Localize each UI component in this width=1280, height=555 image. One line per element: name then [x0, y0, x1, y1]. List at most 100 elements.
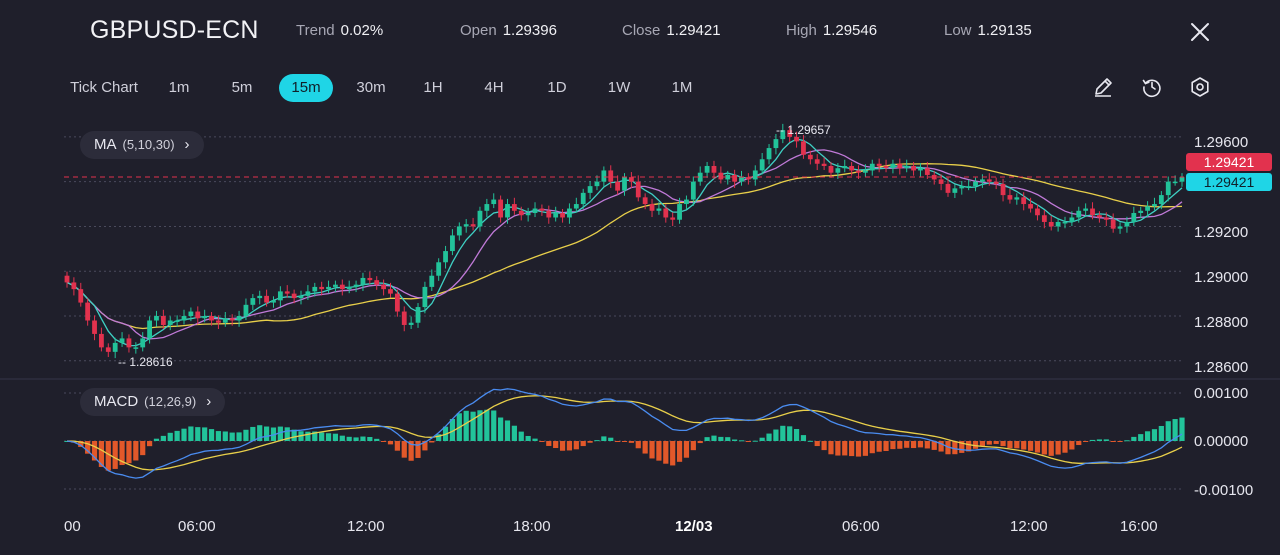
macd-bar [85, 441, 91, 454]
macd-bar [1083, 441, 1089, 442]
close-price-tag: 1.29421 [1186, 153, 1272, 171]
macd-bar [484, 409, 490, 441]
pencil-icon[interactable] [1092, 76, 1114, 98]
candle-body [429, 275, 435, 287]
macd-bar [401, 441, 407, 458]
candle-body [484, 204, 490, 211]
macd-bar [869, 441, 875, 454]
macd-bar [1000, 441, 1006, 447]
candle-body [993, 181, 999, 184]
timeframe-1w[interactable]: 1W [607, 79, 631, 96]
macd-bar [291, 429, 297, 441]
macd-bar [814, 441, 820, 447]
macd-bar [491, 410, 497, 441]
candle-body [257, 295, 263, 299]
macd-bar [270, 427, 277, 441]
candle-body [807, 154, 813, 160]
macd-bar [470, 411, 476, 441]
timeframe-1mo[interactable]: 1M [671, 79, 693, 96]
macd-bar [910, 441, 917, 449]
candle-body [1069, 217, 1075, 222]
candle-body [99, 333, 104, 348]
candle-body [209, 316, 214, 321]
macd-bar [215, 431, 222, 441]
timeframe-4h[interactable]: 4H [484, 79, 504, 96]
macd-bar [449, 418, 456, 441]
candle-body [181, 316, 187, 321]
macd-bar [780, 425, 786, 441]
candle-body [1083, 208, 1089, 211]
macd-bar [229, 432, 235, 441]
macd-bar [904, 441, 910, 448]
candle-body [147, 320, 152, 339]
candle-body [353, 284, 359, 287]
candle-body [1007, 195, 1013, 200]
macd-bar [222, 431, 228, 441]
candle-body [835, 168, 841, 173]
macd-indicator-pill[interactable]: MACD (12,26,9) › [80, 388, 226, 416]
candle-body [1131, 213, 1137, 222]
macd-bar [1027, 441, 1034, 451]
macd-bar [181, 428, 187, 441]
macd-bar [236, 432, 242, 441]
macd-bar [98, 441, 105, 467]
macd-bar [642, 441, 648, 454]
macd-bar [1096, 439, 1103, 441]
candle-body [195, 311, 201, 319]
timeframe-tick-chart[interactable]: Tick Chart [70, 79, 138, 96]
candle-body [945, 183, 951, 193]
ma-indicator-pill[interactable]: MA (5,10,30) › [80, 131, 204, 159]
macd-bar [263, 426, 270, 441]
candle-body [773, 139, 779, 149]
time-label: 16:00 [1120, 518, 1158, 535]
macd-bar [532, 438, 538, 441]
timeframe-1d[interactable]: 1D [547, 79, 567, 96]
timeframe-15m[interactable]: 15m [279, 74, 333, 102]
macd-bar [855, 441, 862, 457]
candle-body [511, 204, 517, 211]
timeframe-5m[interactable]: 5m [231, 79, 253, 96]
candle-body [105, 347, 111, 352]
candle-body [326, 286, 331, 290]
macd-bar [1103, 439, 1109, 441]
candle-body [553, 213, 559, 218]
candle-body [271, 300, 276, 303]
macd-bar [477, 410, 483, 441]
candle-body [745, 177, 751, 180]
candle-body [1124, 221, 1130, 227]
close-icon[interactable] [1188, 20, 1212, 44]
candle-body [133, 347, 139, 349]
candle-body [759, 159, 765, 171]
macd-bar [312, 431, 318, 441]
candle-body [560, 213, 565, 218]
macd-bar [807, 440, 813, 442]
candle-body [656, 208, 662, 211]
price-chart[interactable]: -- 1.29657 -- 1.28616 1.29600 1.29200 1.… [0, 110, 1280, 555]
stat-value: 0.02% [340, 22, 384, 39]
timeframe-30m[interactable]: 30m [356, 79, 386, 96]
time-label: 06:00 [842, 518, 880, 535]
macd-bar [504, 420, 511, 441]
candle-body [677, 204, 682, 220]
macd-bar [573, 441, 579, 450]
candle-body [608, 170, 614, 182]
history-icon[interactable] [1141, 76, 1163, 98]
candle-body [986, 179, 992, 182]
stat-label: Close [622, 22, 661, 39]
macd-bar [140, 441, 146, 456]
candle-body [904, 165, 910, 169]
macd-bar [415, 441, 421, 458]
timeframe-1h[interactable]: 1H [423, 79, 443, 96]
current-price-tag: 1.29421 [1186, 173, 1272, 191]
candle-body [1041, 215, 1047, 222]
macd-bar [559, 441, 566, 451]
settings-icon[interactable] [1189, 76, 1211, 98]
macd-bar [422, 441, 428, 451]
low-marker-label: -- 1.28616 [118, 355, 173, 369]
timeframe-1m[interactable]: 1m [168, 79, 190, 96]
stat-close: Close 1.29421 [622, 22, 721, 39]
macd-bar [1062, 441, 1068, 453]
macd-histogram [64, 409, 1185, 471]
macd-bar [91, 441, 98, 461]
candle-body [663, 208, 669, 218]
